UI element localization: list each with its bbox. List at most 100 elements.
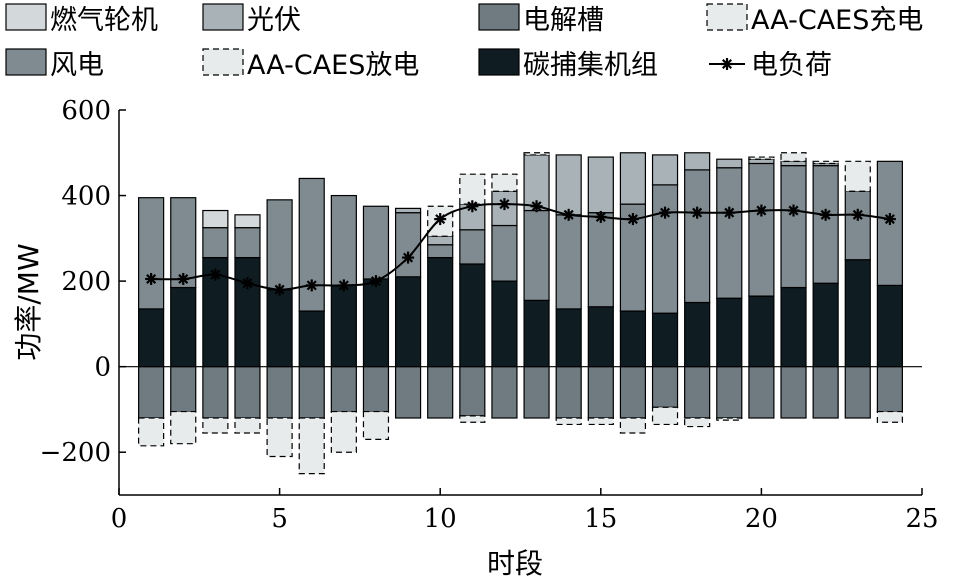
x-tick-label: 20 [745,504,778,534]
bar-caes_charge [587,417,614,426]
x-tick-label: 5 [271,504,288,534]
bar-wind [234,227,261,259]
bar-caes_discharge [844,160,871,192]
bar-ccs_unit [330,284,357,368]
load-point [369,275,382,288]
bar-ccs_unit [555,308,582,368]
load-point [883,213,896,226]
load-point [241,277,254,290]
y-tick-label: 400 [61,182,111,212]
bar-caes_charge [330,410,357,453]
bar-caes_discharge [459,173,486,205]
y-tick-label: 200 [61,267,111,297]
bar-electrolyzer [651,366,679,408]
bar-ccs_unit [619,310,647,368]
bar-ccs_unit [362,278,390,368]
bar-pv [587,156,614,214]
bar-ccs_unit [298,310,325,368]
x-tick-label: 25 [905,504,938,534]
bar-ccs_unit [876,284,903,368]
bar-ccs_unit [234,256,261,368]
load-point [723,206,736,219]
bar-wind [555,214,582,310]
bar-electrolyzer [555,366,582,419]
x-tick-label: 0 [111,504,128,534]
load-point [402,251,415,264]
bar-wind [138,197,165,310]
bar-pv [427,235,454,246]
bar-caes_charge [234,417,261,434]
bar-pv [555,154,582,216]
load-point [530,200,543,213]
legend-swatch-pv [202,3,244,31]
bar-caes_charge [202,417,229,434]
load-point [145,272,158,285]
legend-swatch-ccs_unit [478,48,520,76]
bar-wind [684,169,711,304]
bar-ccs_unit [587,306,614,368]
bar-caes_charge [619,417,647,434]
bar-electrolyzer [619,366,647,419]
y-axis-title: 功率/MW [12,243,45,360]
bar-wind [202,227,229,259]
bar-wind [748,162,775,297]
bar-wind [170,197,197,289]
bar-electrolyzer [170,366,197,413]
y-tick-label: 0 [94,353,111,383]
bar-electrolyzer [491,366,518,419]
bar-wind [844,190,871,261]
bar-wind [587,212,614,308]
bar-ccs_unit [491,280,518,368]
load-point [434,213,447,226]
bar-electrolyzer [202,366,229,419]
load-point [594,210,607,223]
bar-ccs_unit [459,263,486,368]
y-tick-label: 600 [61,96,111,126]
bar-electrolyzer [523,366,550,419]
legend-label-gas: 燃气轮机 [50,5,158,36]
x-tick-label: 15 [584,504,617,534]
bar-electrolyzer [684,366,711,419]
load-point [209,268,222,281]
legend-item-pv: 光伏 [202,3,301,36]
bar-electrolyzer [812,366,839,419]
bar-pv [684,152,711,171]
legend-item-caes_discharge: AA-CAES放电 [202,48,419,81]
legend-item-load: 电负荷 [709,50,832,81]
legend-swatch-gas [5,3,47,31]
bar-ccs_unit [716,297,743,368]
legend-swatch-caes_charge [706,3,748,31]
bar-wind [266,199,293,291]
bar-caes_discharge [491,173,518,192]
load-point [851,208,864,221]
bar-wind [651,184,679,314]
bar-wind [619,203,647,312]
bar-pv [812,162,839,167]
bar-ccs_unit [844,259,871,368]
load-point [659,206,672,219]
legend-label-ccs_unit: 碳捕集机组 [523,50,658,81]
bar-pv [748,158,775,165]
load-point [337,279,350,292]
y-tick-label: −200 [40,438,111,468]
load-point [626,213,639,226]
bar-pv [716,158,743,169]
legend-label-pv: 光伏 [247,5,301,36]
bar-caes_discharge [780,152,807,162]
load-point [691,206,704,219]
legend-label-caes_discharge: AA-CAES放电 [247,50,419,81]
load-point [819,208,832,221]
bar-wind [362,205,390,280]
bar-caes_charge [876,410,903,423]
x-axis-title: 时段 [487,547,543,580]
bar-ccs_unit [138,308,165,368]
load-point [305,279,318,292]
bar-electrolyzer [138,366,165,419]
bar-pv [651,154,679,186]
legend-swatch-caes_discharge [202,48,244,76]
bar-electrolyzer [748,366,775,419]
bar-wind [491,224,518,282]
load-point [562,208,575,221]
bar-wind [427,244,454,259]
